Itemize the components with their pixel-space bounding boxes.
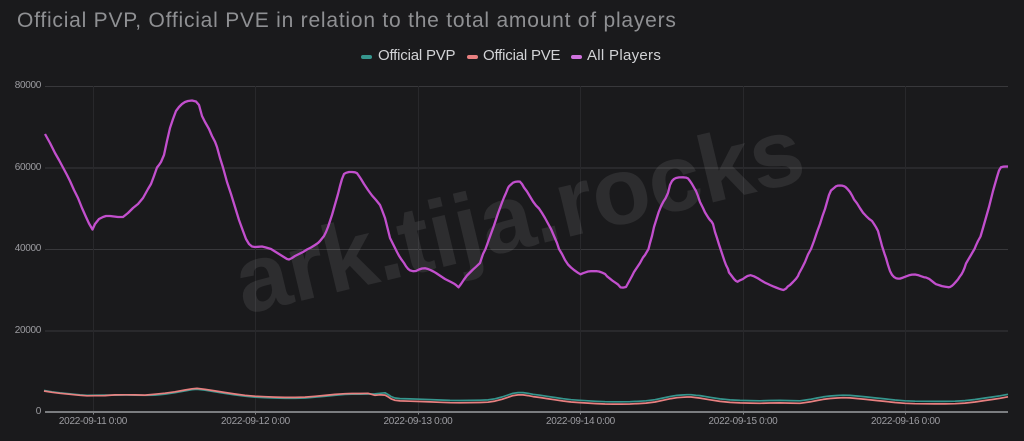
svg-text:ark.tija.rocks: ark.tija.rocks <box>224 97 813 335</box>
